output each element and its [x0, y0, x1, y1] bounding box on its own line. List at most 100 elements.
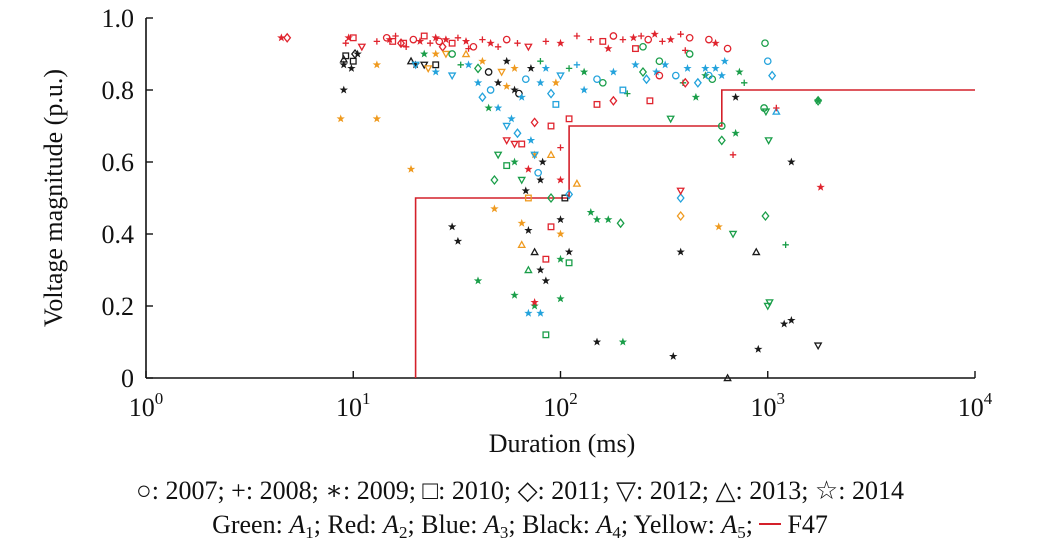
- data-point-plus: [741, 79, 748, 86]
- data-point-star: [431, 49, 440, 58]
- data-point-square: [349, 34, 357, 42]
- data-point-star: [526, 136, 536, 144]
- data-point-diamond: [546, 88, 556, 99]
- data-point-triangle-up: [772, 107, 781, 115]
- data-point-triangle-down: [764, 137, 773, 145]
- data-point-star: [536, 175, 545, 184]
- data-point-triangle-up: [751, 247, 761, 256]
- data-point-star: [517, 218, 526, 227]
- data-point-circle: [655, 57, 664, 66]
- data-point-triangle-down: [423, 65, 433, 73]
- data-point-star: [787, 316, 796, 324]
- f47-legend-swatch: [759, 523, 782, 525]
- data-point-plus: [587, 36, 594, 43]
- data-point-star: [604, 215, 613, 224]
- data-point-star: [731, 128, 740, 137]
- data-point-triangle-up: [517, 240, 527, 249]
- data-point-star: [339, 85, 348, 94]
- data-point-plus: [454, 34, 462, 41]
- data-point-star: [666, 35, 675, 44]
- data-point-star: [538, 157, 547, 166]
- data-point-circle: [644, 35, 653, 44]
- data-point-triangle-down: [765, 299, 774, 307]
- data-point-circle: [534, 168, 542, 177]
- data-point-star: [691, 92, 701, 101]
- data-point-triangle-up: [406, 56, 416, 65]
- data-point-star: [618, 337, 628, 346]
- data-point-star: [277, 33, 286, 42]
- data-point-circle: [761, 39, 769, 48]
- data-point-plus: [773, 104, 780, 112]
- data-point-square: [599, 37, 607, 45]
- data-point-star: [372, 114, 382, 123]
- data-point-star: [731, 92, 740, 101]
- data-point-star: [735, 67, 744, 76]
- data-point-plus: [682, 47, 689, 54]
- data-point-star: [541, 276, 551, 285]
- data-point-diamond: [530, 117, 539, 128]
- data-point-circle: [609, 32, 618, 40]
- data-point-circle: [705, 71, 713, 80]
- data-point-triangle-up: [524, 265, 533, 274]
- data-point-diamond: [693, 77, 702, 88]
- data-point-plus: [659, 38, 666, 45]
- data-point-star: [592, 337, 602, 346]
- data-point-star: [541, 64, 551, 72]
- data-point-diamond: [565, 189, 574, 200]
- data-point-star: [779, 319, 789, 328]
- data-point-star: [530, 301, 539, 310]
- data-point-circle: [705, 35, 713, 44]
- data-point-star: [336, 114, 345, 123]
- data-point-square: [593, 100, 601, 108]
- data-point-triangle-down: [441, 50, 451, 59]
- data-point-star: [604, 44, 613, 53]
- data-point-star: [478, 56, 487, 65]
- data-point-star: [510, 290, 519, 299]
- data-point-square: [565, 259, 573, 267]
- data-point-square: [547, 122, 555, 130]
- data-point-star: [339, 60, 348, 69]
- data-point-star: [556, 175, 565, 184]
- data-point-star: [579, 67, 589, 76]
- legend-color-text: Green: A1; Red: A2; Blue: A3; Black: A4;…: [212, 510, 760, 542]
- data-point-square: [342, 52, 350, 60]
- data-point-star: [816, 182, 825, 191]
- data-points: [277, 29, 825, 382]
- data-point-diamond: [283, 32, 292, 43]
- data-point-circle: [521, 75, 530, 84]
- y-tick-label: 1.0: [102, 4, 135, 33]
- data-point-circle: [598, 78, 607, 87]
- data-point-diamond: [473, 63, 483, 74]
- data-point-star: [701, 64, 710, 72]
- data-point-triangle-down: [524, 43, 533, 52]
- data-point-circle: [469, 42, 478, 51]
- data-point-star: [406, 164, 416, 173]
- data-point-diamond: [814, 95, 823, 106]
- data-point-plus: [729, 151, 737, 158]
- data-point-star: [521, 186, 530, 195]
- data-point-star: [556, 254, 565, 263]
- data-point-star: [464, 60, 473, 69]
- data-point-star: [556, 294, 565, 303]
- data-point-star: [556, 215, 565, 224]
- data-point-star: [431, 33, 440, 42]
- data-point-star: [650, 29, 659, 38]
- data-point-star: [490, 204, 499, 213]
- x-tick-label: 101: [336, 389, 371, 422]
- data-point-plus: [479, 36, 486, 43]
- data-point-star: [524, 308, 533, 317]
- data-point-circle: [409, 35, 418, 44]
- data-point-plus: [514, 40, 521, 47]
- data-point-triangle-down: [411, 61, 420, 70]
- data-point-star: [556, 229, 565, 238]
- y-axis-label: Voltage magnitude (p.u.): [39, 69, 68, 327]
- data-point-square: [432, 61, 440, 69]
- data-point-circle: [484, 68, 493, 76]
- data-point-star: [661, 60, 670, 69]
- data-point-triangle-down: [676, 187, 685, 196]
- y-tick-label: 0.2: [102, 292, 135, 321]
- data-point-star: [502, 56, 511, 65]
- data-point-square: [524, 194, 532, 202]
- data-point-star: [372, 60, 382, 69]
- data-point-star: [431, 67, 440, 76]
